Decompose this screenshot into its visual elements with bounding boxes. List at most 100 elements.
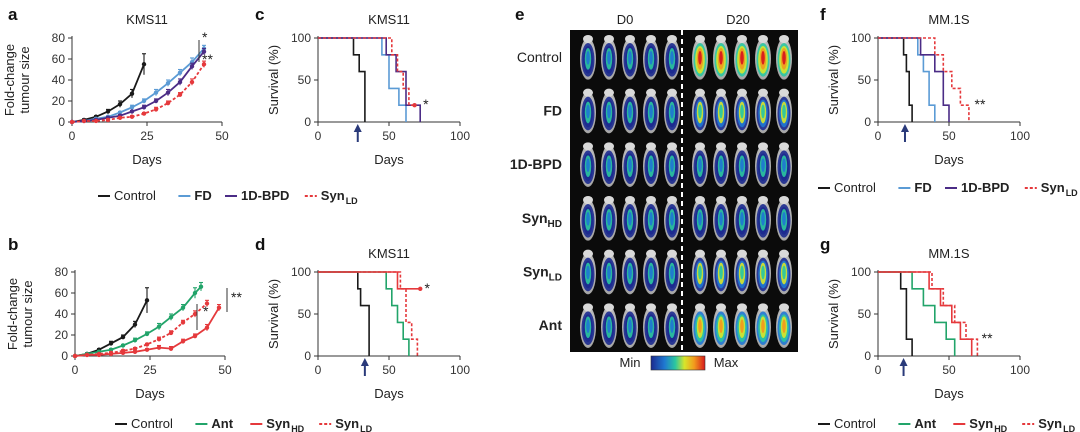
- legend-f: Control FD 1D-BPD Syn LD: [818, 180, 1078, 198]
- legend-label-syn_ld: Syn: [1041, 180, 1065, 195]
- legend-label-ant: Ant: [211, 416, 233, 431]
- mouse-head: [646, 249, 656, 258]
- significance-star: **: [975, 96, 986, 112]
- x-tick-label: 100: [1010, 363, 1030, 377]
- y-axis-label-line2: tumour size: [20, 280, 35, 347]
- data-point-bpd: [177, 79, 183, 85]
- row-label-main: Syn: [522, 210, 548, 226]
- row-label-subscript: LD: [549, 273, 562, 284]
- mouse-image: [664, 303, 680, 348]
- data-point-ant: [132, 338, 138, 343]
- y-tick-label: 0: [61, 349, 68, 363]
- heat-core: [670, 104, 674, 119]
- mouse-head: [779, 88, 789, 97]
- x-tick-label: 0: [875, 363, 882, 377]
- heat-core: [586, 51, 590, 65]
- data-point-fd: [177, 70, 183, 75]
- x-tick-label: 100: [450, 129, 470, 143]
- data-point-syn_hd: [204, 325, 210, 330]
- treatment-arrow-head: [900, 124, 909, 132]
- mouse-image: [755, 196, 771, 241]
- mouse-image: [755, 249, 771, 295]
- mouse-image: [776, 249, 792, 295]
- data-point-syn_hd: [72, 353, 78, 359]
- mouse-head: [625, 196, 635, 204]
- heat-core: [740, 158, 744, 173]
- scale-max-label: Max: [714, 355, 739, 370]
- mouse-head: [695, 35, 705, 43]
- significance-star: *: [425, 280, 431, 296]
- x-tick-label: 0: [69, 129, 76, 143]
- mouse-head: [583, 142, 593, 151]
- data-point-bpd: [189, 64, 195, 69]
- legend-label-syn_ld: Syn: [335, 416, 359, 431]
- heat-core: [761, 319, 765, 333]
- legend-label-subscript: HD: [291, 424, 304, 432]
- mouse-image: [713, 35, 729, 80]
- x-tick-label: 50: [218, 363, 232, 377]
- data-point-syn_hd: [120, 350, 126, 356]
- mouse-image: [713, 303, 729, 348]
- data-point-control: [144, 298, 150, 303]
- mouse-image: [643, 88, 659, 134]
- mouse-image: [664, 196, 680, 241]
- mouse-image: [713, 142, 729, 188]
- series-line-fd: [71, 47, 205, 123]
- series-line-syn_ld: [71, 63, 205, 123]
- mouse-image: [755, 35, 771, 80]
- data-point-fd: [117, 110, 123, 115]
- heat-core: [628, 212, 632, 226]
- mouse-head: [625, 88, 635, 97]
- mouse-image: [755, 142, 771, 188]
- heat-core: [607, 265, 611, 280]
- mouse-head: [779, 303, 789, 312]
- data-point-syn_hd: [156, 345, 162, 350]
- panel-label-e: e: [515, 5, 524, 24]
- mouse-head: [646, 88, 656, 97]
- panel-label-d: d: [255, 235, 265, 254]
- significance-star: *: [202, 29, 208, 45]
- series-line-syn_ld: [878, 37, 970, 122]
- y-tick-label: 0: [304, 115, 311, 129]
- legend-label-syn_hd: Syn: [969, 416, 993, 431]
- heat-core: [740, 104, 744, 119]
- heat-core: [740, 319, 744, 333]
- mouse-image: [580, 142, 596, 188]
- data-point-fd: [141, 98, 147, 104]
- data-point-bpd: [153, 98, 159, 104]
- x-axis-label: Days: [132, 152, 162, 167]
- chart-title: KMS11: [126, 12, 168, 27]
- data-point-syn_ld: [180, 320, 186, 325]
- legend-g: Control Ant Syn HD Syn LD: [818, 416, 1076, 432]
- data-point-ant: [192, 290, 198, 296]
- x-tick-label: 25: [143, 363, 157, 377]
- chart-title: MM.1S: [928, 12, 970, 27]
- mouse-head: [758, 35, 768, 43]
- data-point-syn_ld: [201, 62, 207, 67]
- mouse-image: [713, 249, 729, 295]
- y-tick-label: 50: [858, 307, 872, 321]
- legend-label-syn_ld: Syn: [321, 188, 345, 203]
- legend-label-control: Control: [114, 188, 156, 203]
- heat-core: [649, 265, 653, 280]
- mouse-head: [604, 35, 614, 43]
- mouse-head: [667, 249, 677, 258]
- y-tick-label: 100: [851, 265, 871, 279]
- mouse-image: [664, 249, 680, 295]
- y-tick-label: 60: [55, 286, 69, 300]
- data-point-syn_ld: [144, 342, 150, 347]
- significance-star: **: [231, 289, 242, 305]
- heat-core: [719, 319, 723, 333]
- colour-scale-bar: [650, 355, 706, 371]
- y-tick-label: 80: [52, 31, 66, 45]
- data-point-syn_ld: [117, 115, 123, 121]
- significance-star: *: [203, 303, 209, 319]
- legend-label-subscript: LD: [1063, 424, 1075, 432]
- mouse-image: [713, 196, 729, 241]
- mouse-head: [625, 249, 635, 258]
- mouse-head: [625, 303, 635, 312]
- x-tick-label: 0: [315, 129, 322, 143]
- legend-label-ant: Ant: [914, 416, 936, 431]
- mouse-image: [734, 249, 750, 295]
